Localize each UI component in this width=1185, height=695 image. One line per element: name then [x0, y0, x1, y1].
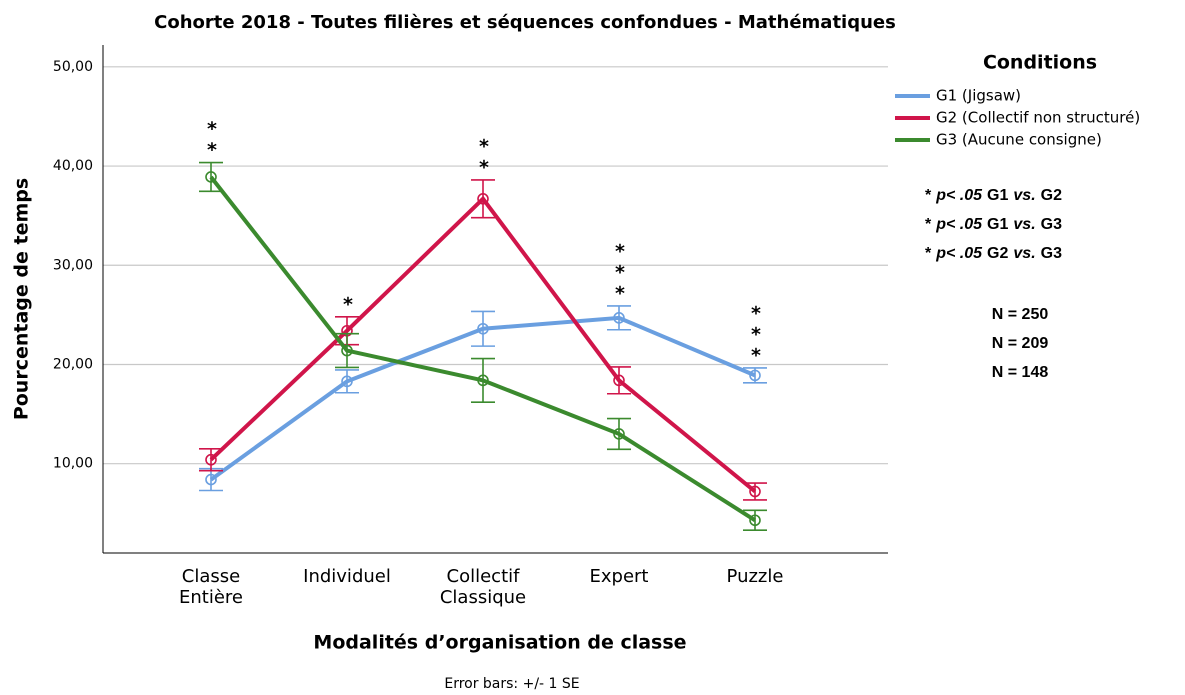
- x-tick-label: Puzzle: [726, 566, 784, 587]
- significance-star: *: [343, 293, 353, 315]
- significance-key-part: p< .05: [935, 216, 983, 233]
- legend-label: G1 (Jigsaw): [936, 87, 1021, 105]
- point-marker: [613, 312, 625, 324]
- significance-key-part: G3: [1041, 245, 1062, 262]
- error-bar: [607, 417, 631, 451]
- significance-key-part: p< .05: [935, 245, 983, 262]
- significance-key: * p< .05 G2 vs. G3: [925, 245, 1062, 262]
- x-axis-label: Modalités d’organisation de classe: [313, 632, 686, 654]
- series-line: [209, 175, 757, 522]
- significance-star: *: [615, 240, 625, 262]
- point-marker: [477, 322, 489, 335]
- x-tick-label: Classe Entière: [179, 566, 243, 608]
- point-marker: [749, 369, 761, 382]
- significance-key: * p< .05 G1 vs. G2: [925, 187, 1062, 204]
- significance-star: *: [751, 302, 761, 324]
- point-marker: [749, 485, 761, 498]
- x-tick-label: Collectif Classique: [439, 566, 527, 608]
- error-bar: [743, 509, 767, 531]
- point-marker: [341, 375, 353, 388]
- error-bar: [471, 310, 495, 347]
- sample-size: N = 209: [992, 335, 1049, 352]
- significance-key-part: p< .05: [935, 187, 983, 204]
- significance-key-part: *: [925, 187, 932, 204]
- point-marker: [749, 514, 761, 527]
- point-marker: [205, 473, 217, 486]
- sample-size: N = 148: [992, 364, 1049, 381]
- error-bar: [335, 369, 359, 394]
- point-marker: [613, 374, 625, 387]
- significance-key-part: G2: [1041, 187, 1062, 204]
- point-marker: [477, 374, 489, 387]
- footnote: Error bars: +/- 1 SE: [444, 676, 579, 692]
- error-bar: [471, 357, 495, 403]
- significance-key-part: vs.: [1013, 245, 1035, 262]
- x-tick-label: Individuel: [303, 566, 391, 587]
- significance-key-part: *: [925, 245, 932, 262]
- y-tick-label: 30,00: [53, 257, 93, 273]
- sample-size: N = 250: [992, 306, 1049, 323]
- significance-star: *: [207, 118, 217, 140]
- significance-star: *: [751, 323, 761, 345]
- point-marker: [477, 192, 489, 205]
- point-marker: [613, 428, 625, 440]
- y-axis-label: Pourcentage de temps: [11, 178, 33, 420]
- point-marker: [205, 453, 217, 466]
- legend-label: G3 (Aucune consigne): [936, 131, 1102, 149]
- significance-key-part: G1: [987, 216, 1008, 233]
- error-bar: [335, 332, 359, 369]
- significance-key: * p< .05 G1 vs. G3: [925, 216, 1062, 233]
- significance-key-part: vs.: [1013, 187, 1035, 204]
- significance-star: *: [479, 135, 489, 157]
- significance-key-part: *: [925, 216, 932, 233]
- error-bar: [471, 179, 495, 219]
- error-bar: [199, 448, 223, 472]
- point-marker: [341, 344, 353, 357]
- significance-star: *: [479, 156, 489, 178]
- error-bar: [607, 305, 631, 331]
- point-marker: [205, 171, 217, 183]
- significance-star: *: [207, 139, 217, 161]
- y-tick-label: 50,00: [53, 59, 93, 75]
- significance-star: *: [615, 282, 625, 304]
- significance-key-part: G1: [987, 187, 1008, 204]
- significance-key-part: G2: [987, 245, 1008, 262]
- significance-key-part: vs.: [1013, 216, 1035, 233]
- significance-key-part: G3: [1041, 216, 1062, 233]
- legend-title: Conditions: [983, 52, 1097, 74]
- significance-star: *: [615, 261, 625, 283]
- legend-label: G2 (Collectif non structuré): [936, 109, 1140, 127]
- significance-star: *: [751, 344, 761, 366]
- y-tick-label: 10,00: [53, 456, 93, 472]
- y-tick-label: 20,00: [53, 356, 93, 372]
- chart-title: Cohorte 2018 - Toutes filières et séquen…: [154, 12, 896, 33]
- y-tick-label: 40,00: [53, 158, 93, 174]
- error-bar: [199, 161, 223, 193]
- x-tick-label: Expert: [589, 566, 649, 587]
- error-bar: [607, 366, 631, 395]
